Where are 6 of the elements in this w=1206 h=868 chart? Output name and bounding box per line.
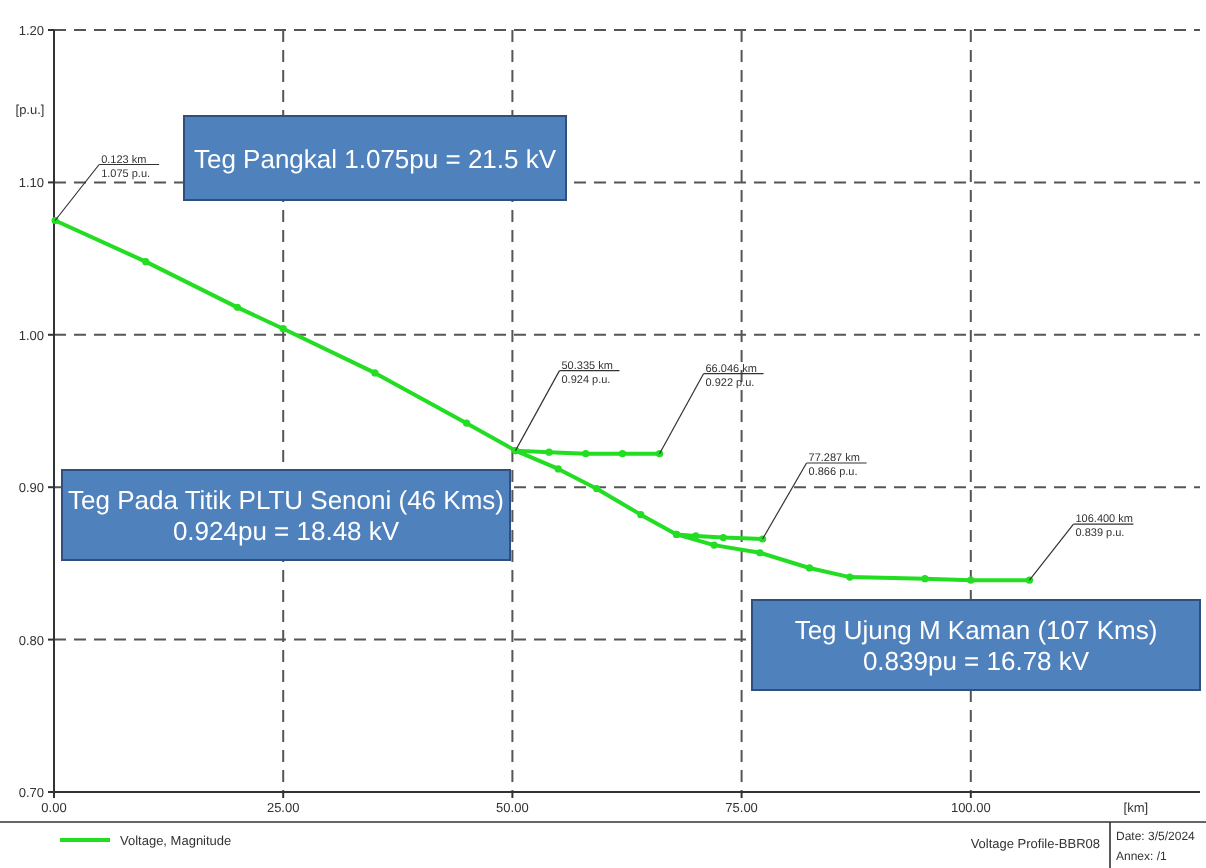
callout-box: Teg Pada Titik PLTU Senoni (46 Kms) 0.924pu = 18.48 kV [61,469,511,561]
annotation: Teg Ujung M Kaman (107 Kms) 0.839pu = 16.78 kV [794,615,1158,677]
callout-box: Teg Ujung M Kaman (107 Kms) 0.839pu = 16.78 kV [751,599,1201,691]
annotation: Teg Pada Titik PLTU Senoni (46 Kms) 0.924pu = 18.48 kV [68,485,504,547]
annotation: Teg Pangkal 1.075pu = 21.5 kV [193,144,557,174]
callout-box: Teg Pangkal 1.075pu = 21.5 kV [183,115,567,201]
